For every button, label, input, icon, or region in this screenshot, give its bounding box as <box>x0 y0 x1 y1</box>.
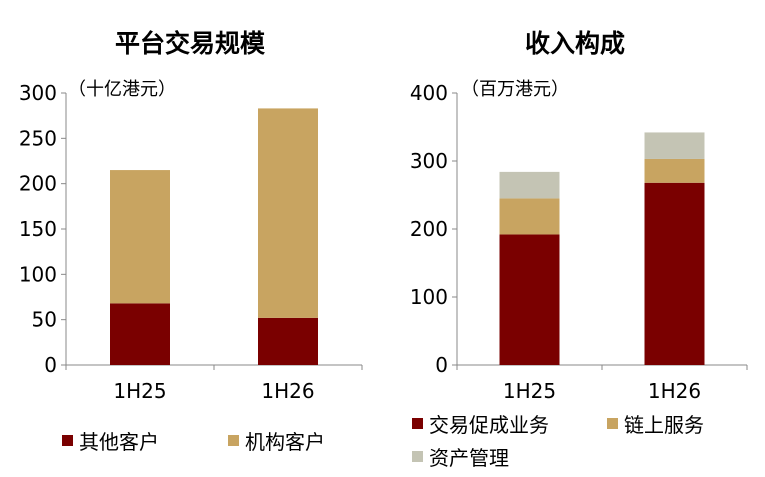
bar-segment <box>499 234 560 365</box>
legend-item-trading-facilitation: 交易促成业务 <box>412 409 549 438</box>
bar-segment <box>644 182 705 365</box>
y-tick-label: 200 <box>19 172 57 196</box>
legend-label: 资产管理 <box>429 446 509 470</box>
y-tick-label: 300 <box>19 81 57 105</box>
x-tick-label: 1H25 <box>113 379 166 403</box>
bar-segment <box>644 158 705 183</box>
y-tick-label: 100 <box>410 285 448 309</box>
y-tick-label: 250 <box>19 126 57 150</box>
x-tick-label: 1H26 <box>648 379 701 403</box>
y-tick-label: 300 <box>410 149 448 173</box>
y-tick-label: 200 <box>410 217 448 241</box>
legend-swatch <box>607 418 618 429</box>
chart-plot: 0 50 100 150 200 250 300 1H25 1H26 （十亿港元） <box>19 79 363 403</box>
y-tick-label: 0 <box>435 353 448 377</box>
chart-plot: 0 100 200 300 400 1H25 1H26 （百万港元） <box>410 79 748 403</box>
bar-segment <box>258 108 318 318</box>
unit-label: （百万港元） <box>461 79 569 100</box>
bar-segment <box>499 198 560 235</box>
legend-swatch <box>412 418 423 429</box>
bar-segment <box>110 303 170 365</box>
y-tick-label: 50 <box>32 308 57 332</box>
unit-label: （十亿港元） <box>68 79 176 100</box>
bar-segment <box>110 170 170 304</box>
y-tick-label: 100 <box>19 262 57 286</box>
chart-title: 收入构成 <box>524 29 625 58</box>
legend-item-other-clients: 其他客户 <box>62 426 159 455</box>
chart-platform-volume: 平台交易规模 0 50 100 150 200 250 300 1H25 1H26 （十亿港元） … <box>0 0 380 477</box>
legend-label: 交易促成业务 <box>429 413 549 437</box>
bar-segment <box>258 317 318 365</box>
legend-item-institutional-clients: 机构客户 <box>228 426 325 455</box>
legend-label: 链上服务 <box>624 413 704 437</box>
legend-label: 其他客户 <box>79 430 159 454</box>
legend-item-asset-management: 资产管理 <box>412 442 509 471</box>
legend-swatch <box>412 451 423 462</box>
y-tick-label: 150 <box>19 217 57 241</box>
legend-item-onchain-services: 链上服务 <box>607 409 704 438</box>
chart-title: 平台交易规模 <box>114 29 265 58</box>
legend-swatch <box>62 435 73 446</box>
legend-swatch <box>228 435 239 446</box>
bar-segment <box>644 132 705 159</box>
legend-label: 机构客户 <box>245 430 325 454</box>
bar-segment <box>499 171 560 199</box>
x-tick-label: 1H26 <box>261 379 314 403</box>
y-tick-label: 0 <box>44 353 57 377</box>
x-tick-label: 1H25 <box>503 379 556 403</box>
y-tick-label: 400 <box>410 81 448 105</box>
chart-revenue-breakdown: 收入构成 0 100 200 300 400 1H25 1H26 （百万港元） 交易促成业务 … <box>385 0 765 477</box>
